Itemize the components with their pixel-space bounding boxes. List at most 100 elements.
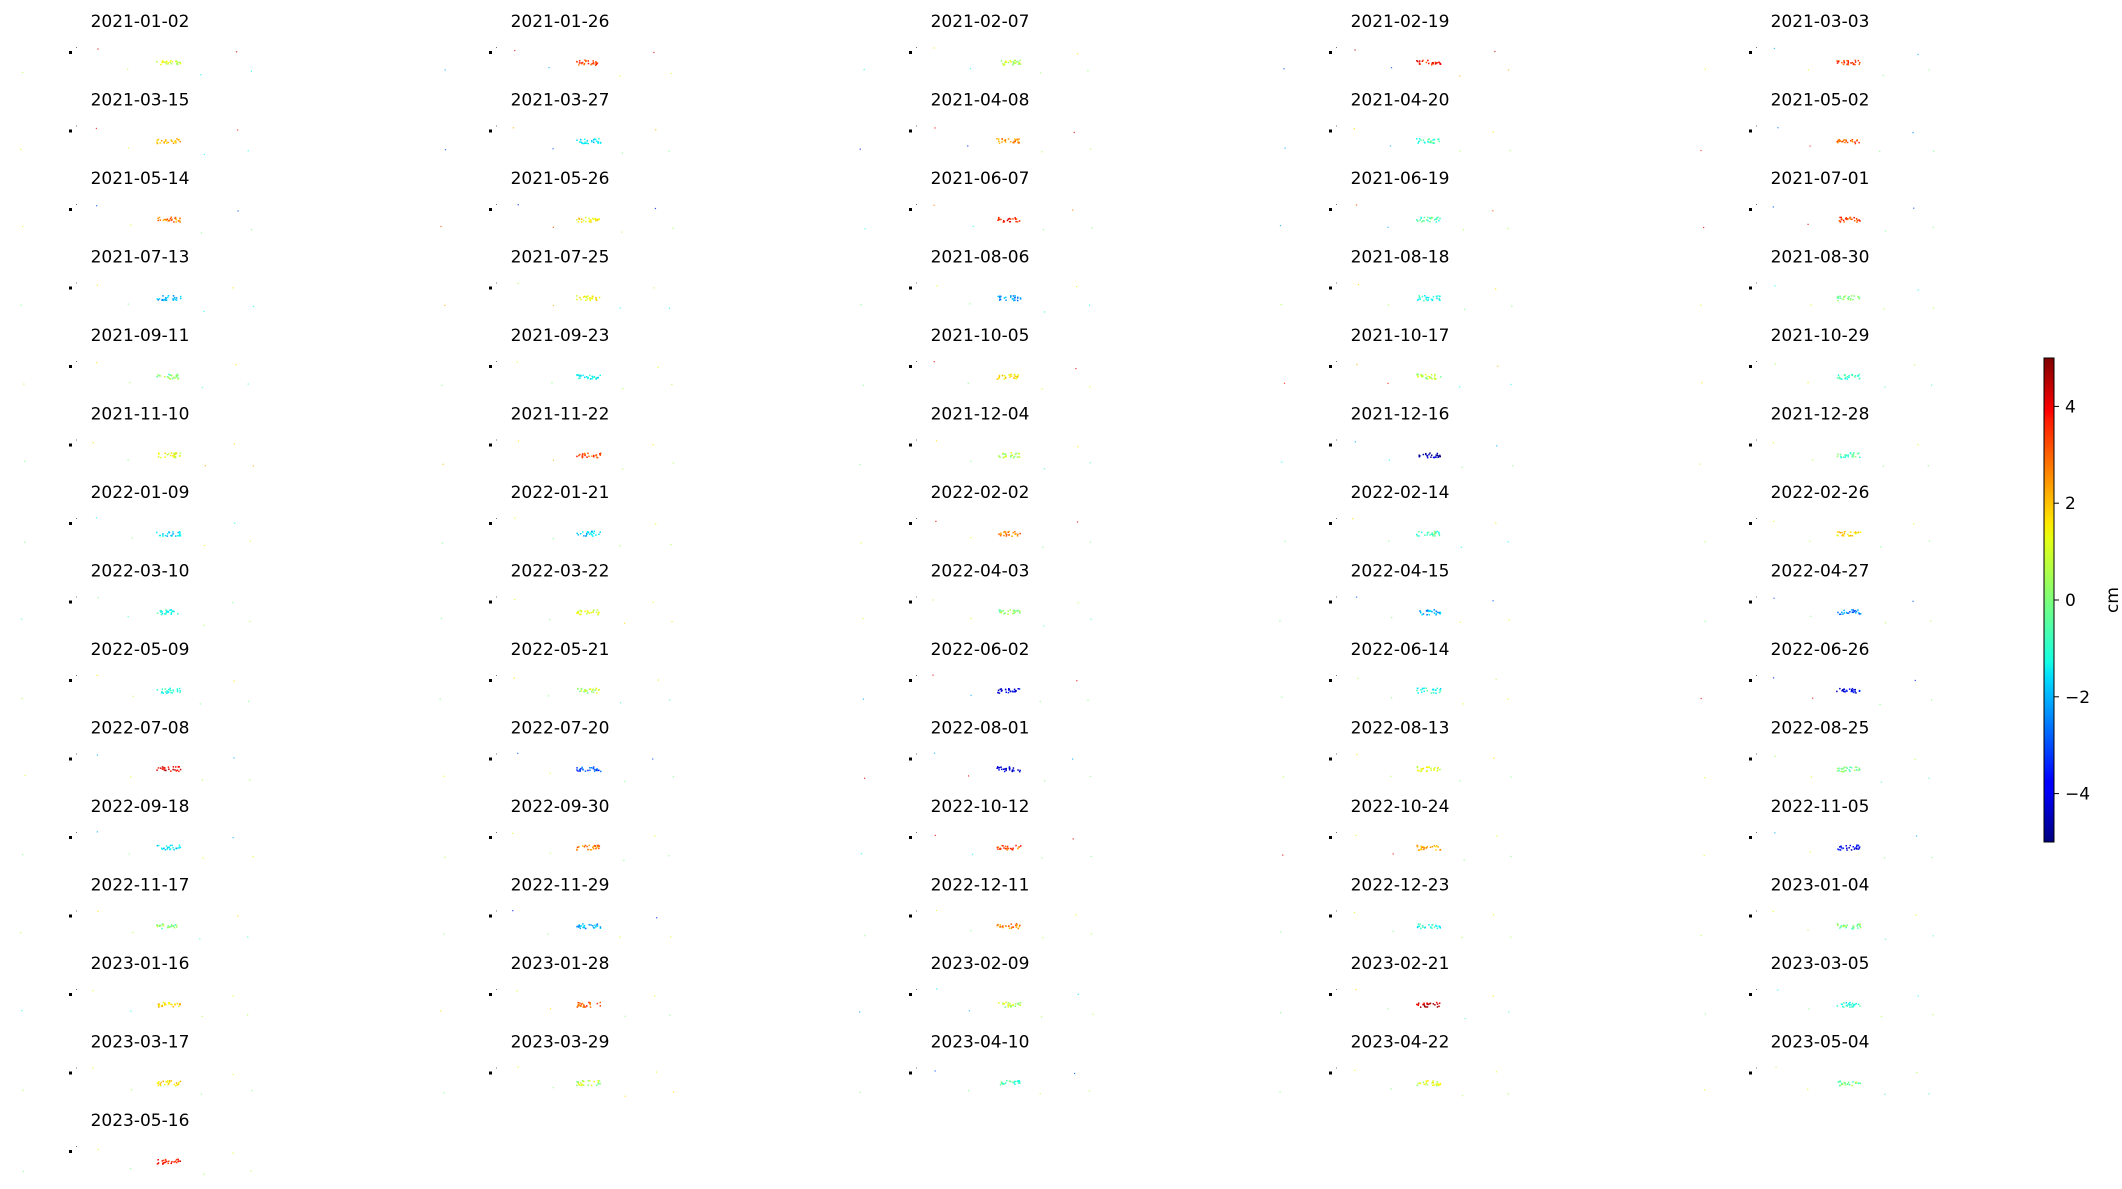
scatter-point <box>1854 766 1857 768</box>
scatter-point <box>1837 60 1839 63</box>
scatter-point <box>130 224 132 226</box>
scatter-point <box>577 688 579 690</box>
scatter-point <box>585 376 588 378</box>
scatter-point <box>1002 456 1005 459</box>
scatter-point <box>1014 610 1016 612</box>
scatter-point <box>1854 141 1856 143</box>
scatter-point <box>516 990 518 992</box>
scatter-point <box>1845 1004 1848 1007</box>
scatter-point <box>1016 376 1019 378</box>
scatter-point <box>1353 911 1356 914</box>
scatter-point <box>584 454 586 457</box>
panel: 2022-12-23 <box>1280 876 1512 939</box>
scatter-point <box>578 217 580 220</box>
scatter-point <box>1089 148 1092 150</box>
scatter-point <box>1848 1081 1850 1084</box>
scatter-point <box>1850 297 1852 300</box>
scatter-point <box>166 926 169 929</box>
scatter-point <box>1439 613 1441 615</box>
scatter-point <box>250 70 253 72</box>
scatter-point <box>1845 689 1848 692</box>
panel: 2022-06-26 <box>1700 640 1933 706</box>
panel: 2021-08-18 <box>1280 248 1513 310</box>
scatter-point <box>249 540 251 542</box>
scatter-point <box>1856 140 1858 142</box>
scatter-point <box>166 453 169 456</box>
scatter-point <box>1849 844 1851 847</box>
scatter-point <box>1042 937 1044 939</box>
scatter-point <box>164 849 167 851</box>
colorbar-ticks: 420−2−4 <box>2054 397 2090 805</box>
scatter-point <box>1017 688 1019 690</box>
reference-point <box>489 679 492 682</box>
scatter-point <box>1015 533 1017 535</box>
scatter-point <box>1844 1084 1847 1086</box>
reference-point <box>1329 129 1332 133</box>
scatter-point <box>1857 296 1859 298</box>
panel-title: 2021-07-13 <box>91 248 190 268</box>
scatter-point <box>1431 846 1434 848</box>
scatter-point <box>582 219 585 222</box>
reference-point <box>909 914 912 918</box>
scatter-point <box>1001 141 1003 143</box>
scatter-point <box>1336 518 1337 519</box>
panel: 2023-05-16 <box>22 1111 252 1175</box>
scatter-point <box>579 296 581 299</box>
scatter-point <box>1858 63 1860 65</box>
scatter-point <box>179 535 181 537</box>
scatter-point <box>1845 769 1847 772</box>
scatter-point <box>598 218 600 221</box>
scatter-point <box>577 1081 579 1083</box>
scatter-point <box>1857 927 1859 929</box>
panel-title: 2023-01-16 <box>91 954 190 974</box>
panel: 2021-01-02 <box>21 12 253 76</box>
panel-title: 2022-11-17 <box>91 876 190 896</box>
scatter-point <box>171 844 173 847</box>
scatter-point <box>1000 1081 1003 1083</box>
scatter-point <box>1853 926 1855 929</box>
scatter-point <box>582 923 584 925</box>
scatter-point <box>247 936 249 938</box>
scatter-point <box>174 456 177 459</box>
scatter-point <box>165 63 168 65</box>
scatter-point <box>1849 1006 1851 1008</box>
scatter-point <box>1852 925 1855 927</box>
scatter-point <box>590 767 593 769</box>
scatter-point <box>596 62 599 64</box>
scatter-point <box>1355 596 1358 598</box>
scatter-point <box>1434 61 1437 64</box>
scatter-point <box>592 767 595 770</box>
scatter-point <box>1434 767 1436 769</box>
scatter-point <box>1840 925 1843 927</box>
scatter-point <box>1019 610 1021 612</box>
scatter-point <box>1003 613 1005 615</box>
scatter-point <box>1431 533 1433 535</box>
scatter-point <box>1912 600 1914 602</box>
scatter-point <box>1847 1082 1849 1085</box>
scatter-point <box>179 140 181 143</box>
scatter-point <box>169 609 171 611</box>
scatter-point <box>577 770 579 772</box>
reference-point <box>1329 286 1332 290</box>
scatter-point <box>1851 611 1854 613</box>
scatter-point <box>1438 531 1440 534</box>
scatter-point <box>1845 217 1847 220</box>
scatter-point <box>514 598 516 601</box>
scatter-point <box>1845 926 1847 929</box>
scatter-point <box>1018 62 1021 64</box>
scatter-point <box>1439 376 1442 378</box>
scatter-point <box>653 51 655 54</box>
scatter-point <box>1852 846 1854 848</box>
scatter-point <box>670 936 672 938</box>
scatter-point <box>581 1080 584 1082</box>
scatter-point <box>1015 220 1017 223</box>
scatter-point <box>1016 221 1019 223</box>
scatter-point <box>582 1084 585 1086</box>
scatter-point <box>1005 535 1008 537</box>
scatter-point <box>1851 1084 1853 1087</box>
scatter-point <box>252 465 254 467</box>
scatter-point <box>1421 376 1423 378</box>
scatter-point <box>599 1005 602 1007</box>
scatter-point <box>584 844 587 847</box>
